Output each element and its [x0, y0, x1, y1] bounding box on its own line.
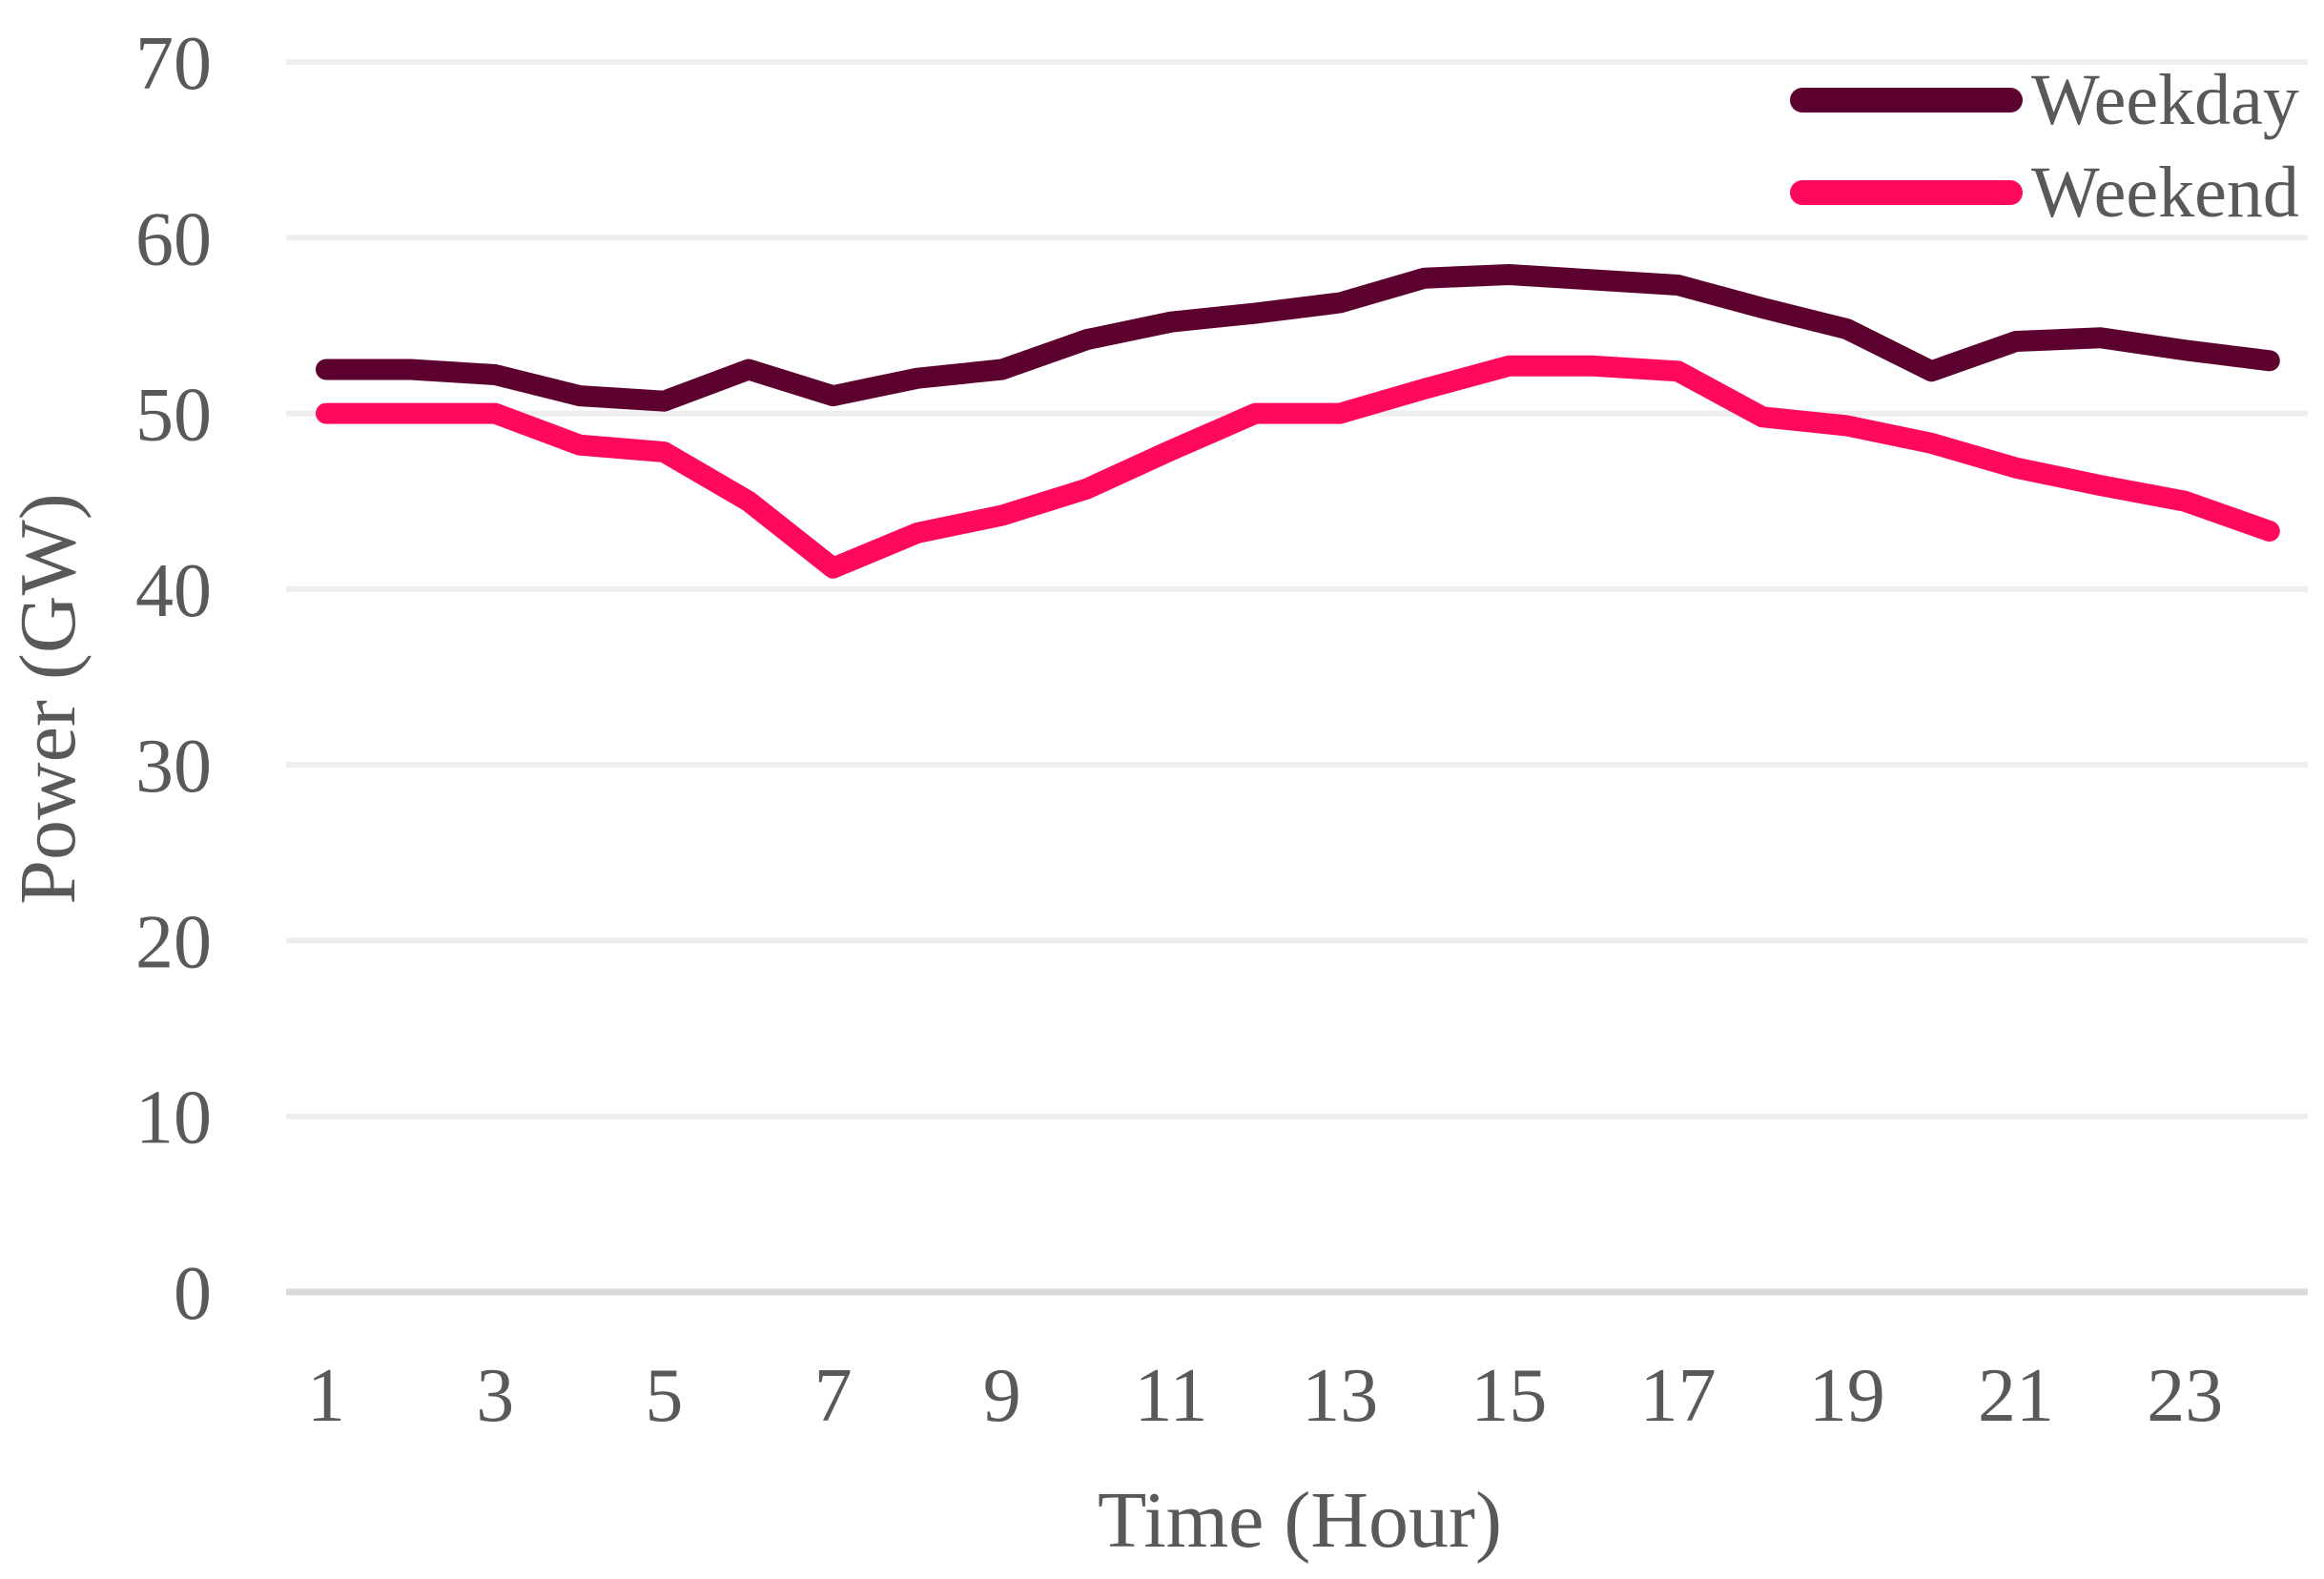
y-tick-label: 60 [135, 197, 212, 281]
y-tick-label: 0 [174, 1252, 212, 1336]
x-tick-label: 21 [1978, 1354, 2054, 1438]
y-tick-label: 40 [135, 549, 212, 633]
x-tick-label: 11 [1134, 1354, 1207, 1438]
legend-label-weekday: Weekday [2031, 60, 2299, 140]
y-tick-label: 10 [135, 1077, 212, 1160]
y-axis-title: Power (GW) [4, 493, 93, 905]
x-axis-ticks: 1 3 5 7 9 11 13 15 17 19 21 23 [307, 1354, 2223, 1438]
y-axis-ticks: 0 10 20 30 40 50 60 70 [135, 22, 212, 1336]
x-tick-label: 9 [983, 1354, 1021, 1438]
x-tick-label: 1 [307, 1354, 345, 1438]
legend: Weekday Weekend [1790, 60, 2299, 233]
x-tick-label: 7 [814, 1354, 853, 1438]
y-tick-label: 50 [135, 374, 212, 458]
x-tick-label: 15 [1470, 1354, 1547, 1438]
x-tick-label: 3 [476, 1354, 514, 1438]
y-tick-label: 20 [135, 900, 212, 984]
gridlines [286, 59, 2308, 1296]
series-line-weekend [316, 355, 2280, 579]
x-axis-title: Time (Hour) [1098, 1476, 1502, 1565]
series-lines [316, 264, 2280, 579]
y-tick-label: 70 [135, 22, 212, 106]
x-tick-label: 19 [1809, 1354, 1885, 1438]
legend-label-weekend: Weekend [2031, 153, 2299, 233]
x-tick-label: 13 [1302, 1354, 1378, 1438]
y-tick-label: 30 [135, 725, 212, 809]
x-tick-label: 23 [2147, 1354, 2223, 1438]
x-tick-label: 17 [1640, 1354, 1717, 1438]
series-line-weekday [316, 264, 2280, 412]
x-tick-label: 5 [645, 1354, 683, 1438]
